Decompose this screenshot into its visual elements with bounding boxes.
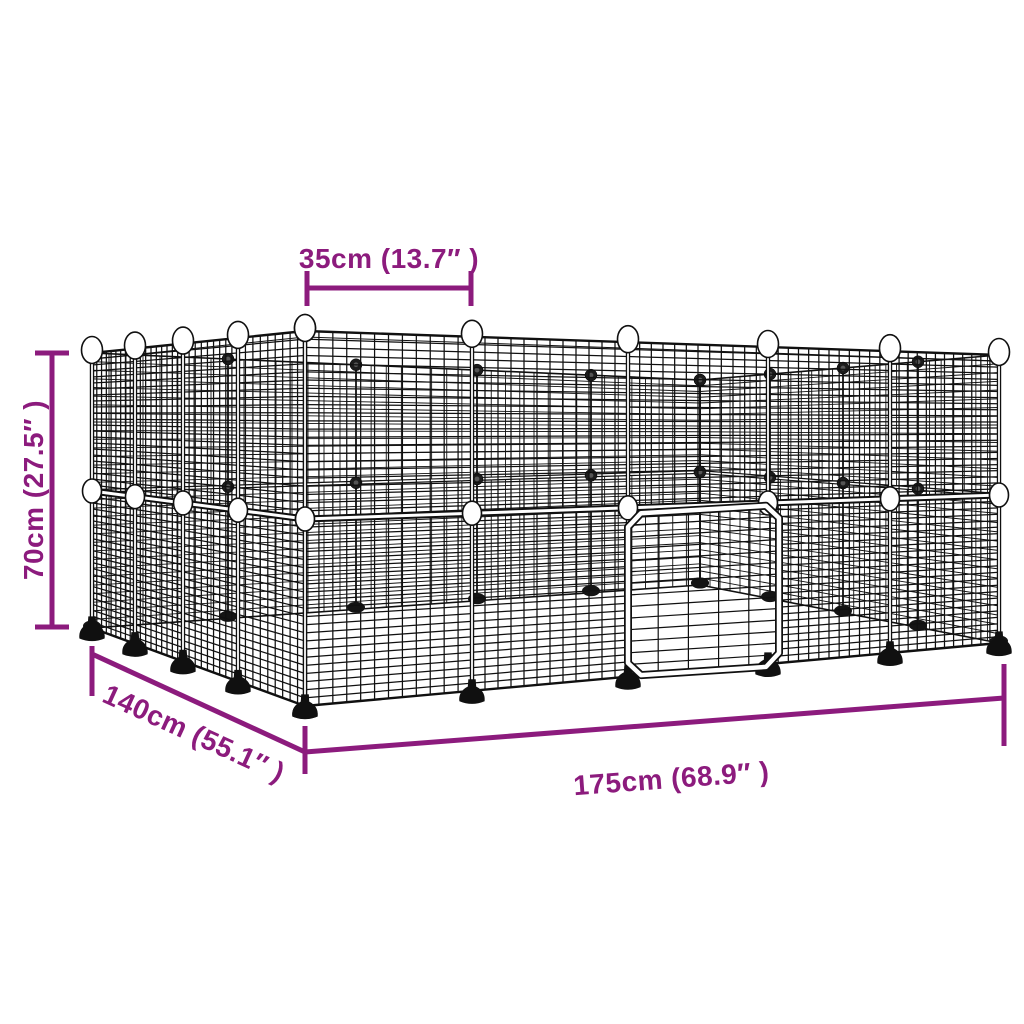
cage-door	[624, 501, 783, 680]
cage-illustration	[79, 313, 1012, 720]
width-label: 175cm (68.9″ )	[572, 756, 770, 801]
panel-width-label: 35cm (13.7″ )	[299, 243, 479, 274]
height-label: 70cm (27.5″ )	[18, 400, 49, 580]
dimension-width: 175cm (68.9″ )	[304, 664, 1007, 801]
dimension-panel-width: 35cm (13.7″ )	[299, 243, 479, 306]
dimension-height: 70cm (27.5″ )	[18, 350, 69, 630]
